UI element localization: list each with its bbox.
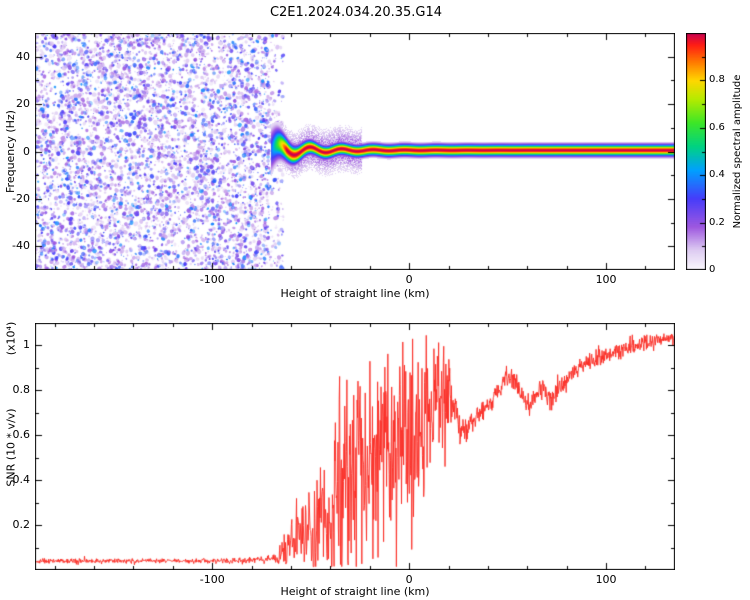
spectrogram-ytick-label: 0 [23,144,30,158]
snr-xlabel: Height of straight line (km) [280,585,430,598]
colorbar-tick-label: 0.6 [709,121,725,133]
snr-ytick-label: 1 [23,338,30,352]
spectrogram-ytick-label: -40 [12,239,30,253]
snr-canvas [35,323,675,570]
colorbar-tick-label: 0.8 [709,74,725,86]
colorbar-tick-label: 0.4 [709,169,725,181]
colorbar-canvas [686,33,706,270]
snr-xtick-label: -100 [199,573,225,586]
colorbar-tick-label: 0.2 [709,216,725,228]
snr-xtick-label: 0 [405,573,413,586]
spectrogram-ytick-label: 40 [16,49,30,63]
snr-ytick-label: 0.6 [12,428,31,442]
spectrogram-xlabel: Height of straight line (km) [280,287,430,300]
spectrogram-xtick-label: 100 [595,273,617,286]
colorbar-tick-label: 0 [709,264,716,275]
spectrogram-ytick-label: 20 [16,97,30,111]
snr-ytick-label: 0.8 [12,383,31,397]
spectrogram-xtick-label: -100 [199,273,225,286]
snr-xtick-label: 100 [595,573,617,586]
colorbar-label: Normalized spectral amplitude [732,74,743,229]
snr-ytick-label: 0.4 [12,473,31,487]
snr-ytick-label: 0.2 [12,518,31,532]
spectrogram-xtick-label: 0 [405,273,413,286]
spectrogram-ytick-label: -20 [12,191,30,205]
spectrogram-canvas [35,33,675,270]
plot-title: C2E1.2024.034.20.35.G14 [269,5,443,20]
